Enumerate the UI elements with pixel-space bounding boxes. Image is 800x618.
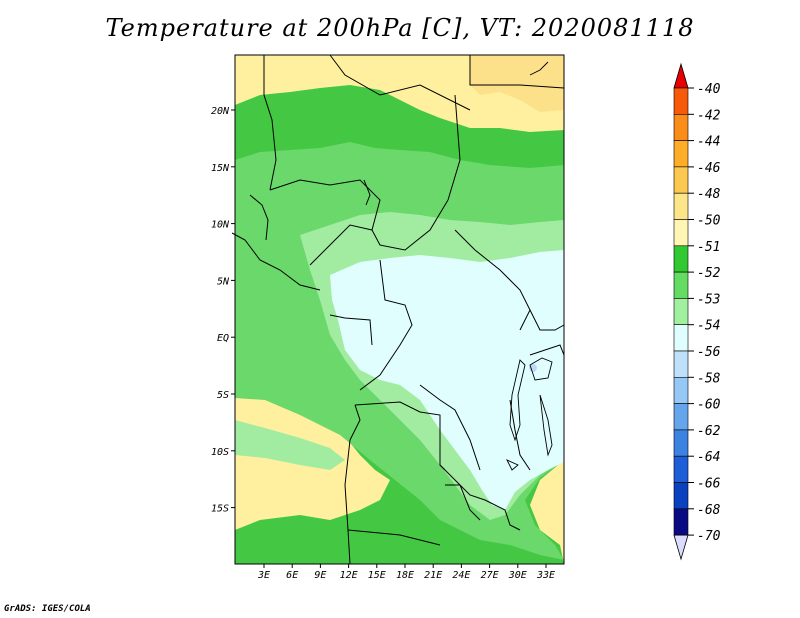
colorbar-swatch — [673, 114, 689, 141]
colorbar-label: -48 — [697, 187, 721, 202]
colorbar-swatch — [673, 298, 689, 325]
lon-tick-label: 15E — [368, 570, 386, 581]
lon-tick-label: 30E — [508, 570, 527, 581]
colorbar-swatch — [673, 482, 689, 510]
lon-tick-label: 3E — [257, 570, 270, 581]
colorbar-top-arrow — [673, 62, 689, 89]
lon-tick-label: 33E — [536, 570, 555, 581]
lon-tick-label: 12E — [340, 570, 358, 581]
lat-tick-label: EQ — [217, 333, 229, 344]
color-legend: -40 -42 -44 -46 -48 -50 -51 -52 -53 -54 -56 -58 -60 -… — [673, 62, 721, 561]
colorbar-label: -42 — [697, 108, 721, 123]
lon-tick-label: 6E — [286, 570, 298, 581]
colorbar-swatch — [673, 87, 689, 115]
colorbar-label: -66 — [697, 477, 721, 492]
lat-tick-label: 10S — [211, 447, 229, 458]
colorbar-swatch — [673, 219, 689, 247]
colorbar-label: -54 — [697, 319, 720, 334]
lat-tick-label: 10N — [211, 220, 230, 231]
chart-title: Temperature at 200hPa [C], VT: 202008111… — [105, 14, 695, 42]
colorbar-bottom-arrow — [673, 534, 689, 561]
colorbar-label: -70 — [697, 529, 721, 544]
grads-credit: GrADS: IGES/COLA — [4, 604, 91, 614]
lake-outlines — [506, 61, 553, 471]
colorbar-swatch — [673, 271, 689, 299]
colorbar-label: -46 — [697, 161, 721, 176]
lat-tick-label: 20N — [211, 106, 230, 117]
lon-tick-label: 27E — [481, 570, 499, 581]
colorbar-label: -64 — [697, 450, 720, 465]
zone-minus56-spot — [529, 364, 537, 372]
lon-tick-label: 18E — [396, 570, 414, 581]
colorbar-swatch — [673, 508, 689, 536]
colorbar-label: -52 — [697, 266, 721, 281]
country-borders — [231, 54, 565, 565]
colorbar-label: -50 — [697, 214, 721, 229]
lon-tick-label: 21E — [424, 570, 442, 581]
latitude-ticks: 20N 15N 10N 5N EQ 5S 10S 15S — [211, 106, 235, 515]
colorbar-swatch — [673, 455, 689, 483]
colorbar-swatch — [673, 166, 689, 194]
colorbar-swatch — [673, 192, 689, 220]
colorbar-swatch — [673, 324, 689, 352]
colorbar-label: -68 — [697, 503, 721, 518]
colorbar-swatch — [673, 245, 689, 273]
colorbar-swatch — [673, 376, 689, 404]
map-frame — [234, 54, 565, 565]
zone-minus54 — [330, 250, 564, 510]
colorbar-label: -44 — [697, 135, 720, 150]
colorbar-label: -40 — [697, 82, 721, 97]
green-patch-southwest — [235, 420, 345, 470]
lon-tick-label: 9E — [314, 570, 326, 581]
colorbar-swatch — [673, 403, 689, 431]
lat-tick-label: 5S — [217, 390, 229, 401]
lat-tick-label: 5N — [217, 276, 230, 287]
longitude-ticks: 3E 6E 9E 12E 15E 18E 21E 24E 27E 30E 33E — [257, 564, 555, 581]
colorbar-label: -51 — [697, 240, 720, 255]
lat-tick-label: 15S — [211, 504, 229, 515]
colorbar-label: -53 — [697, 292, 720, 307]
colorbar-swatch — [673, 429, 689, 457]
colorbar-label: -56 — [697, 345, 721, 360]
colorbar-label: -60 — [697, 398, 721, 413]
colorbar-swatch — [673, 350, 689, 378]
colorbar-label: -62 — [697, 424, 721, 439]
lon-tick-label: 24E — [452, 570, 470, 581]
colorbar-swatch — [673, 140, 689, 168]
lat-tick-label: 15N — [211, 163, 230, 174]
colorbar-label: -58 — [697, 371, 721, 386]
